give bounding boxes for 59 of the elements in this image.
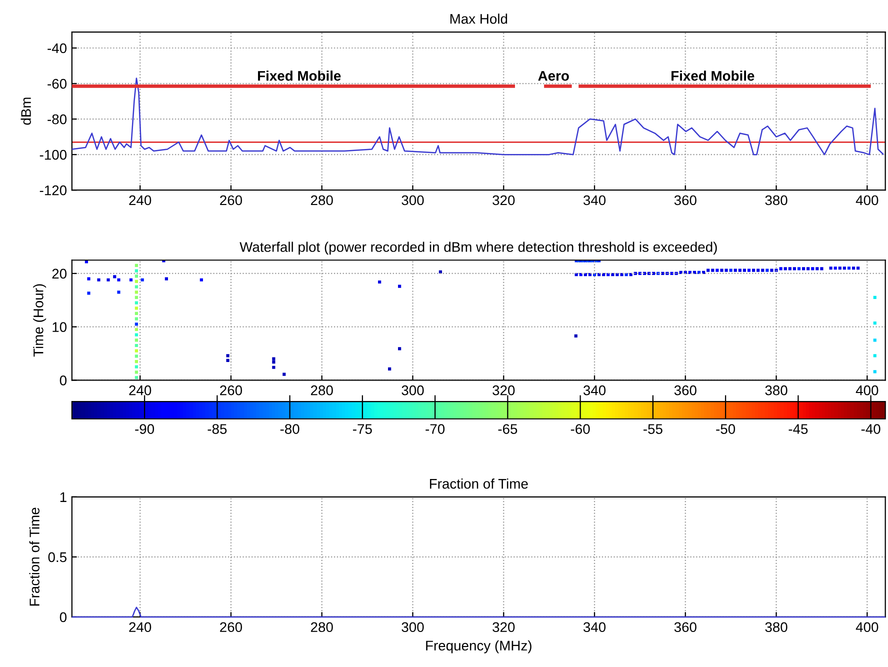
y-tick-label: -60 bbox=[48, 78, 67, 89]
color-bar-label: -55 bbox=[644, 424, 662, 434]
color-bar-label: -75 bbox=[353, 424, 372, 434]
y-axis-title: dBm bbox=[20, 98, 31, 125]
y-tick-label: -80 bbox=[48, 114, 67, 124]
x-tick-label: 360 bbox=[674, 622, 696, 632]
x-tick-label: 400 bbox=[856, 195, 878, 206]
x-tick-label: 360 bbox=[674, 195, 696, 206]
annotation: Aero bbox=[538, 71, 569, 81]
x-tick-label: 320 bbox=[492, 195, 515, 206]
y-tick-label: 0.5 bbox=[48, 552, 66, 562]
y-axis-title: Time (Hour) bbox=[33, 284, 46, 357]
color-bar-label: -80 bbox=[280, 424, 300, 434]
x-tick-label: 280 bbox=[310, 385, 333, 396]
x-tick-label: 340 bbox=[583, 622, 606, 632]
x-tick-label: 300 bbox=[402, 385, 424, 396]
chart-title: Waterfall plot (power recorded in dBm where detection threshold is exceeded) bbox=[240, 242, 717, 255]
y-tick-label: 20 bbox=[52, 268, 67, 279]
y-axis-title: Fraction of Time bbox=[29, 508, 40, 606]
x-tick-label: 380 bbox=[765, 195, 788, 206]
x-tick-label: 300 bbox=[402, 195, 424, 206]
y-tick-label: 0 bbox=[60, 376, 67, 386]
color-bar-label: -60 bbox=[570, 424, 590, 434]
x-tick-label: 340 bbox=[583, 195, 606, 206]
x-tick-label: 260 bbox=[220, 622, 242, 632]
annotation: Fixed Mobile bbox=[672, 70, 754, 81]
x-tick-label: 340 bbox=[583, 385, 606, 396]
color-bar-label: -70 bbox=[426, 424, 445, 434]
x-tick-label: 260 bbox=[220, 385, 242, 396]
x-tick-label: 380 bbox=[765, 622, 788, 632]
chart-title: Fraction of Time bbox=[430, 478, 528, 489]
x-tick-label: 320 bbox=[492, 622, 515, 632]
color-bar-label: -40 bbox=[861, 424, 880, 434]
y-tick-label: 1 bbox=[60, 492, 66, 502]
color-bar-label: -85 bbox=[208, 424, 227, 434]
y-tick-label: -120 bbox=[40, 185, 67, 196]
x-tick-label: 240 bbox=[129, 195, 152, 206]
y-tick-label: -40 bbox=[48, 43, 67, 54]
x-tick-label: 300 bbox=[402, 622, 424, 632]
color-bar-label: -90 bbox=[135, 424, 154, 434]
y-tick-label: -100 bbox=[40, 150, 67, 160]
x-tick-label: 280 bbox=[310, 195, 333, 206]
x-tick-label: 280 bbox=[310, 622, 333, 632]
x-tick-label: 240 bbox=[129, 622, 152, 632]
y-tick-label: 10 bbox=[52, 322, 67, 332]
color-bar-label: -45 bbox=[788, 424, 808, 434]
x-tick-label: 240 bbox=[129, 385, 152, 396]
annotation: Fixed Mobile bbox=[258, 70, 341, 81]
color-bar-label: -50 bbox=[716, 424, 736, 434]
x-tick-label: 400 bbox=[856, 622, 878, 632]
x-axis-title: Frequency (MHz) bbox=[426, 640, 532, 654]
x-tick-label: 400 bbox=[856, 385, 878, 396]
chart-title: Max Hold bbox=[450, 14, 508, 24]
x-tick-label: 320 bbox=[492, 385, 515, 396]
x-tick-label: 360 bbox=[674, 385, 696, 396]
y-tick-label: 0 bbox=[60, 612, 67, 622]
color-bar-label: -65 bbox=[498, 424, 518, 434]
x-tick-label: 260 bbox=[220, 195, 242, 206]
x-tick-label: 380 bbox=[765, 385, 788, 396]
